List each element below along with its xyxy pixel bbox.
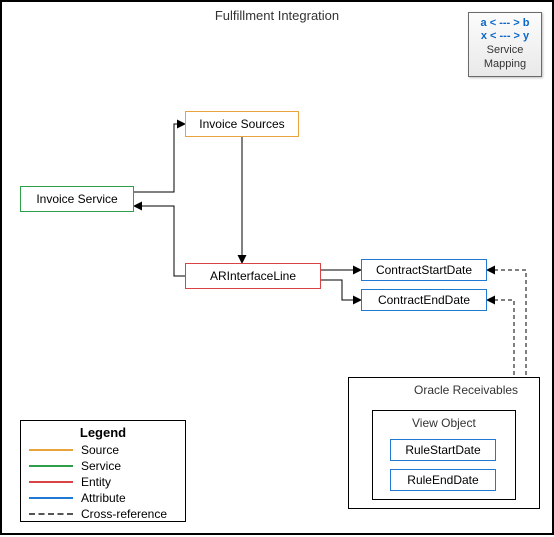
legend-swatch xyxy=(29,449,73,451)
node-label: ContractEndDate xyxy=(378,293,470,307)
node-contract-end-date: ContractEndDate xyxy=(361,289,487,311)
legend-swatch xyxy=(29,481,73,483)
node-contract-start-date: ContractStartDate xyxy=(361,259,487,281)
legend-row: Entity xyxy=(21,474,185,490)
group-oracle-receivables-title: Oracle Receivables xyxy=(414,383,518,397)
service-mapping-badge: a < --- > b x < --- > y Service Mapping xyxy=(468,12,542,77)
legend-label: Entity xyxy=(81,475,111,489)
legend-label: Source xyxy=(81,443,119,457)
node-label: Invoice Sources xyxy=(199,117,284,131)
service-mapping-label2: Mapping xyxy=(475,58,535,70)
node-rule-start-date: RuleStartDate xyxy=(390,439,496,461)
service-mapping-line2: x < --- > y xyxy=(475,30,535,43)
legend-row: Cross-reference xyxy=(21,506,185,522)
diagram-canvas: Fulfillment Integration a < --- > b x < … xyxy=(0,0,554,535)
edge-arinterface-to-contractend xyxy=(321,280,361,300)
legend-row: Service xyxy=(21,458,185,474)
legend-swatch xyxy=(29,497,73,499)
service-mapping-label1: Service xyxy=(475,44,535,56)
group-view-object-title: View Object xyxy=(412,416,476,430)
service-mapping-line1: a < --- > b xyxy=(475,17,535,30)
node-label: Invoice Service xyxy=(36,192,117,206)
legend-label: Attribute xyxy=(81,491,126,505)
legend-row: Source xyxy=(21,442,185,458)
edge-arinterface-to-service xyxy=(134,206,185,276)
node-label: RuleEndDate xyxy=(407,473,478,487)
node-invoice-sources: Invoice Sources xyxy=(185,111,299,137)
legend-row: Attribute xyxy=(21,490,185,506)
legend-swatch xyxy=(29,465,73,467)
node-label: RuleStartDate xyxy=(405,443,480,457)
node-rule-end-date: RuleEndDate xyxy=(390,469,496,491)
legend-label: Service xyxy=(81,459,121,473)
legend: Legend Source Service Entity Attribute Cross… xyxy=(20,420,186,522)
node-invoice-service: Invoice Service xyxy=(20,186,134,212)
node-label: ARInterfaceLine xyxy=(210,269,296,283)
legend-title: Legend xyxy=(21,421,185,442)
legend-swatch xyxy=(29,513,73,515)
legend-label: Cross-reference xyxy=(81,507,167,521)
node-ar-interface-line: ARInterfaceLine xyxy=(185,263,321,289)
edge-service-to-sources xyxy=(134,124,185,192)
node-label: ContractStartDate xyxy=(376,263,472,277)
